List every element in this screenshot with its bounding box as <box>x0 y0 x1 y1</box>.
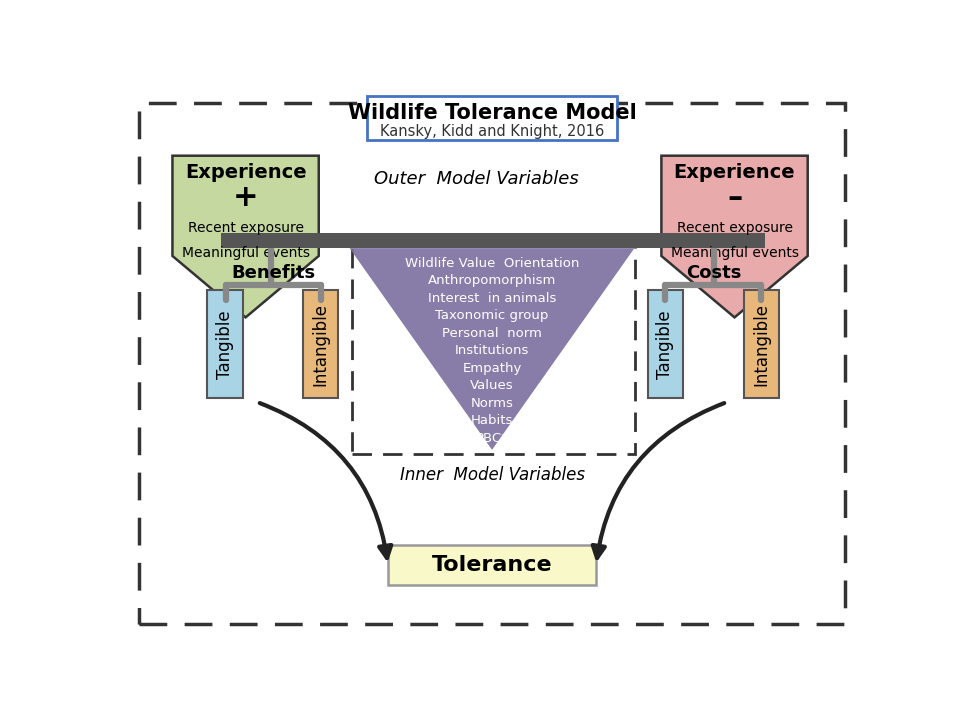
Text: Experience: Experience <box>184 163 306 182</box>
Text: Tangible: Tangible <box>216 310 234 379</box>
Polygon shape <box>349 248 635 450</box>
Text: Costs: Costs <box>686 264 741 282</box>
Text: Empathy: Empathy <box>463 362 521 375</box>
Text: Values: Values <box>470 379 514 392</box>
Text: Tangible: Tangible <box>657 310 674 379</box>
FancyArrowPatch shape <box>260 403 392 558</box>
FancyBboxPatch shape <box>368 96 616 140</box>
FancyArrowPatch shape <box>592 403 724 558</box>
FancyBboxPatch shape <box>302 290 338 398</box>
Text: Wildlife Value  Orientation: Wildlife Value Orientation <box>405 257 579 270</box>
Text: Norms: Norms <box>470 397 514 410</box>
Text: Personal  norm: Personal norm <box>442 327 542 340</box>
Text: Experience: Experience <box>674 163 796 182</box>
FancyBboxPatch shape <box>388 545 596 585</box>
Polygon shape <box>173 156 319 318</box>
Text: Taxonomic group: Taxonomic group <box>435 310 549 323</box>
Text: Benefits: Benefits <box>231 264 316 282</box>
Bar <box>221 233 765 248</box>
Text: Kansky, Kidd and Knight, 2016: Kansky, Kidd and Knight, 2016 <box>380 124 604 138</box>
Text: Outer  Model Variables: Outer Model Variables <box>374 170 579 188</box>
Text: Recent exposure: Recent exposure <box>677 221 793 235</box>
Text: Habits: Habits <box>470 414 514 427</box>
Polygon shape <box>661 156 807 318</box>
Text: –: – <box>727 183 742 212</box>
Text: Institutions: Institutions <box>455 344 529 357</box>
Text: +: + <box>232 183 258 212</box>
Text: Meaningful events: Meaningful events <box>670 246 799 260</box>
Text: Anthropomorphism: Anthropomorphism <box>428 274 556 287</box>
Text: PBC*: PBC* <box>475 432 509 445</box>
Bar <box>352 238 636 454</box>
Text: Recent exposure: Recent exposure <box>187 221 303 235</box>
Text: Intangible: Intangible <box>311 303 329 386</box>
Text: Tolerance: Tolerance <box>432 555 552 575</box>
Text: Wildlife Tolerance Model: Wildlife Tolerance Model <box>348 104 636 123</box>
FancyBboxPatch shape <box>744 290 780 398</box>
FancyBboxPatch shape <box>648 290 683 398</box>
Text: Intangible: Intangible <box>753 303 771 386</box>
FancyBboxPatch shape <box>207 290 243 398</box>
Text: Meaningful events: Meaningful events <box>181 246 309 260</box>
Text: Interest  in animals: Interest in animals <box>428 292 556 305</box>
Text: Inner  Model Variables: Inner Model Variables <box>399 467 585 485</box>
